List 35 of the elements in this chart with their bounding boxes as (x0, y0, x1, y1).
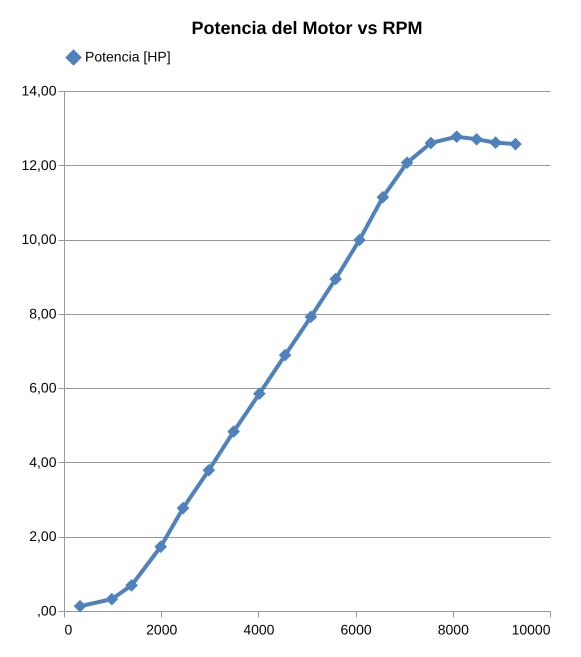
point (329, 272, 342, 286)
y-tick-label: 4,00 (29, 454, 57, 470)
point (470, 132, 483, 146)
x-tick-label: 2000 (146, 622, 178, 638)
x-tick-label: 6000 (340, 622, 372, 638)
y-tick-label: 12,00 (21, 156, 57, 173)
point (353, 234, 366, 246)
y-tick-label: 14,00 (21, 82, 57, 98)
y-tick-label: ,00 (37, 602, 57, 618)
point (424, 136, 438, 150)
point (376, 190, 390, 204)
x-tick-label: 10000 (512, 622, 551, 638)
x-tick-label: 0 (64, 622, 72, 638)
point (253, 387, 266, 400)
point (400, 156, 414, 170)
x-tick-label: 4000 (243, 622, 275, 638)
point (278, 348, 292, 362)
point (74, 600, 86, 612)
y-tick-label: 10,00 (21, 231, 57, 248)
point (509, 138, 522, 150)
y-tick-label: 6,00 (29, 380, 57, 396)
point (125, 579, 138, 592)
point (489, 136, 502, 149)
point (106, 592, 118, 606)
point (450, 130, 464, 144)
chart-title: Potencia del Motor vs RPM (191, 18, 423, 38)
legend-label: Potencia [HP] (85, 48, 171, 64)
point (227, 425, 240, 438)
x-tick-label: 8000 (438, 622, 470, 638)
y-tick-label: 2,00 (29, 528, 57, 544)
y-tick-label: 8,00 (29, 305, 57, 322)
point (202, 464, 216, 477)
point (304, 310, 318, 324)
point (154, 540, 168, 554)
point (176, 502, 190, 514)
